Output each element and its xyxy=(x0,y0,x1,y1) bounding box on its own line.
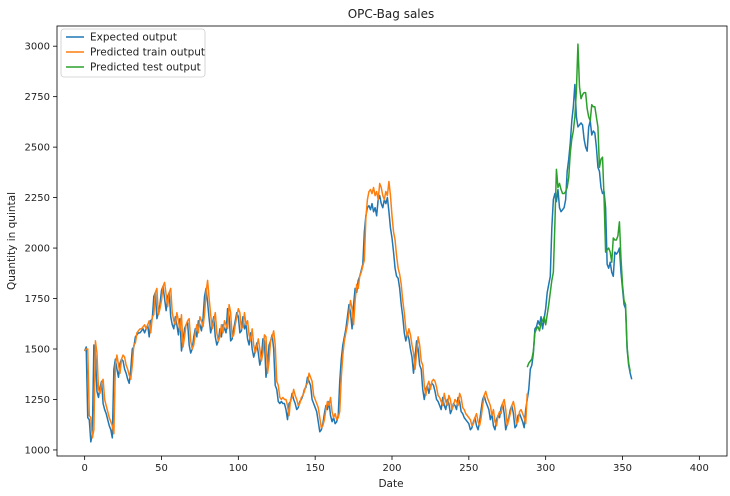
legend: Expected output Predicted train output Pre… xyxy=(60,28,206,78)
x-tick-label: 300 xyxy=(536,463,555,474)
x-axis-label: Date xyxy=(378,478,403,490)
legend-box xyxy=(60,28,206,78)
x-tick-label: 0 xyxy=(81,463,87,474)
y-tick-label: 2000 xyxy=(25,244,50,255)
series-layer xyxy=(83,43,633,443)
plot-area xyxy=(56,25,728,457)
legend-label-expected-output: Expected output xyxy=(90,32,177,44)
y-tick-label: 1750 xyxy=(25,294,50,305)
y-tick-label: 2500 xyxy=(25,143,50,154)
x-tick-label: 200 xyxy=(382,463,401,474)
y-tick-label: 1000 xyxy=(25,445,50,456)
y-tick-label: 2250 xyxy=(25,193,50,204)
y-tick-label: 2750 xyxy=(25,92,50,103)
legend-label-predicted-train-output: Predicted train output xyxy=(90,47,205,59)
y-axis: 1000 1250 1500 1750 2000 2250 2500 2750 3000 xyxy=(25,42,57,456)
y-tick-label: 3000 xyxy=(25,42,50,53)
y-tick-label: 1500 xyxy=(25,345,50,356)
x-axis: 0 50 100 150 200 250 300 350 400 xyxy=(81,456,709,474)
series-line-predicted-train-output xyxy=(84,180,528,439)
legend-label-predicted-test-output: Predicted test output xyxy=(90,62,201,74)
series-line-predicted-test-output xyxy=(526,43,631,372)
x-tick-label: 100 xyxy=(229,463,248,474)
y-tick-label: 1250 xyxy=(25,395,50,406)
x-tick-label: 400 xyxy=(690,463,709,474)
x-tick-label: 250 xyxy=(459,463,478,474)
chart-title: OPC-Bag sales xyxy=(348,7,435,21)
x-tick-label: 350 xyxy=(613,463,632,474)
x-tick-label: 150 xyxy=(306,463,325,474)
y-axis-label: Quantity in quintal xyxy=(6,192,18,290)
x-tick-label: 50 xyxy=(155,463,168,474)
